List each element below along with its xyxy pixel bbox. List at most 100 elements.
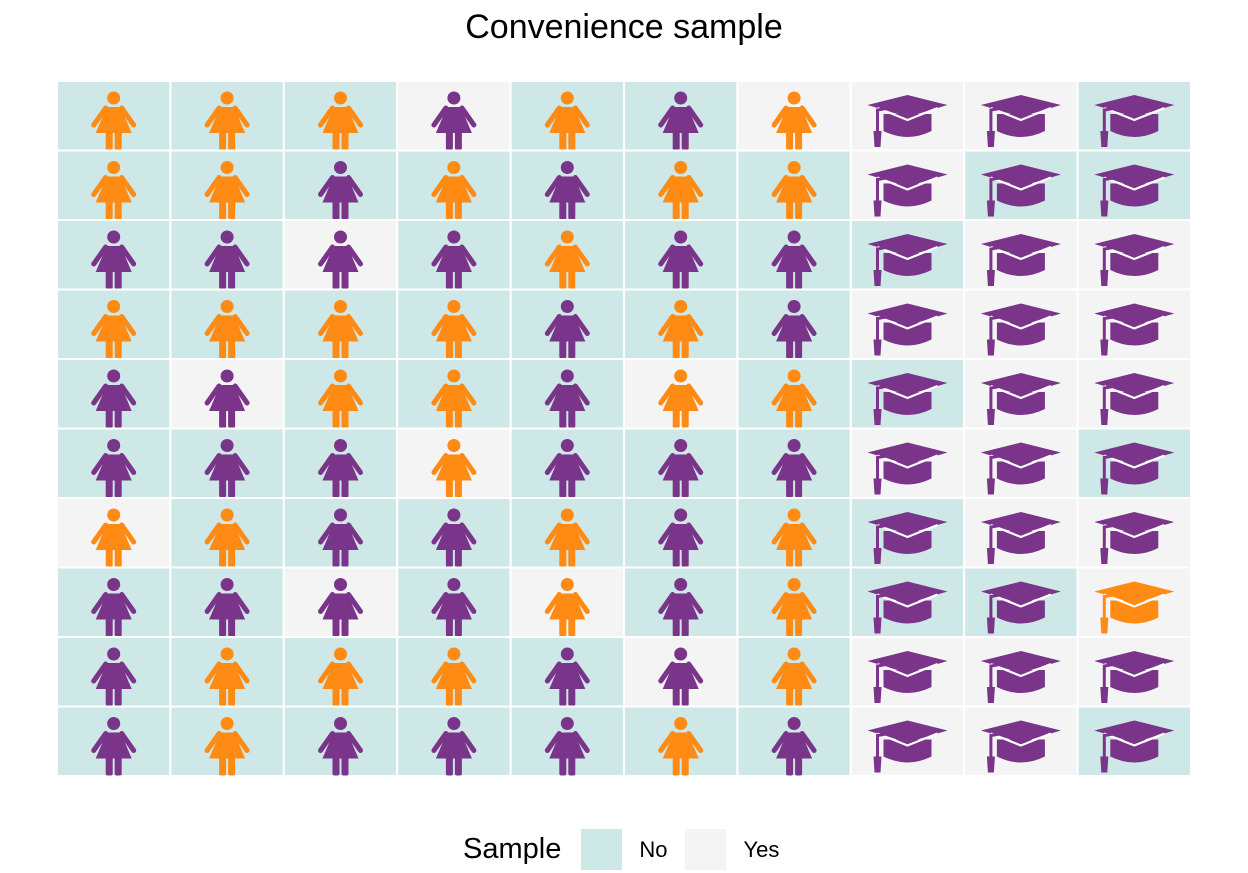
person-icon (204, 91, 250, 150)
person-icon (771, 439, 817, 498)
person-icon (658, 508, 704, 567)
grid-cell (396, 705, 512, 777)
grid-cell (396, 358, 512, 430)
grid-cell (509, 149, 626, 221)
grid-cell (509, 219, 626, 291)
graduation-cap-icon (867, 720, 948, 773)
grid-cell (509, 427, 626, 499)
person-icon (771, 300, 817, 359)
person-icon (204, 508, 250, 567)
grid-cell (736, 636, 852, 708)
person-icon (318, 508, 363, 567)
grid-cell (1076, 566, 1192, 638)
graduation-cap-icon (867, 581, 948, 634)
person-icon (771, 161, 817, 220)
grid-cell (963, 219, 1079, 291)
grid-cell (849, 149, 966, 221)
person-icon (431, 91, 477, 150)
grid-cell (56, 497, 172, 569)
chart-title: Convenience sample (465, 8, 783, 46)
graduation-cap-icon (867, 234, 948, 286)
grid-cell (282, 80, 399, 152)
person-icon (318, 369, 363, 428)
person-icon (544, 647, 590, 706)
grid-cell (736, 566, 852, 638)
graduation-cap-icon (980, 164, 1061, 217)
person-icon (431, 508, 477, 567)
grid-cell (623, 497, 739, 569)
person-icon (91, 161, 137, 220)
person-icon (91, 91, 137, 150)
person-icon (658, 369, 704, 428)
grid-cell (963, 497, 1079, 569)
person-icon (91, 508, 137, 567)
person-icon (431, 439, 477, 498)
grid-cell (1076, 149, 1192, 221)
person-icon (431, 300, 477, 359)
graduation-cap-icon (1094, 512, 1175, 564)
person-icon (204, 647, 250, 706)
graduation-cap-icon (867, 303, 948, 356)
person-icon (431, 230, 477, 289)
grid-cell (396, 497, 512, 569)
grid-cell (1076, 427, 1192, 499)
legend-key-yes (685, 829, 727, 870)
person-icon (771, 230, 817, 289)
person-icon (318, 230, 363, 289)
person-icon (91, 717, 137, 776)
person-icon (544, 230, 590, 289)
person-icon (658, 161, 704, 220)
graduation-cap-icon (980, 442, 1061, 495)
grid-cell (282, 149, 399, 221)
grid-cell (509, 566, 626, 638)
person-icon (318, 439, 363, 498)
person-icon (544, 578, 590, 637)
graduation-cap-icon (980, 234, 1061, 286)
person-icon (771, 91, 817, 150)
graduation-cap-icon (980, 373, 1061, 425)
grid-cell (396, 427, 512, 499)
person-icon (204, 300, 250, 359)
person-icon (431, 647, 477, 706)
grid-cell (1076, 497, 1192, 569)
legend-label-no: No (639, 836, 668, 862)
grid-cell (169, 636, 285, 708)
person-icon (658, 91, 704, 150)
graduation-cap-icon (1094, 95, 1175, 147)
person-icon (204, 717, 250, 776)
person-icon (318, 717, 363, 776)
graduation-cap-icon (980, 651, 1061, 703)
graduation-cap-icon (980, 720, 1061, 773)
grid-cell (169, 427, 285, 499)
grid-cell (56, 427, 172, 499)
person-icon (544, 161, 590, 220)
grid-cell (849, 80, 966, 152)
person-icon (91, 369, 137, 428)
grid-cell (1076, 636, 1192, 708)
graduation-cap-icon (1094, 651, 1175, 703)
grid-cell (849, 358, 966, 430)
person-icon (658, 230, 704, 289)
grid-cell (1076, 705, 1192, 777)
grid-cell (169, 497, 285, 569)
grid-cell (849, 566, 966, 638)
grid-cell (282, 705, 399, 777)
graduation-cap-icon (867, 651, 948, 703)
grid-cell (396, 80, 512, 152)
person-icon (771, 369, 817, 428)
grid-cell (56, 566, 172, 638)
grid-cell (623, 636, 739, 708)
graduation-cap-icon (867, 164, 948, 217)
grid-cell (736, 80, 852, 152)
grid-cell (963, 149, 1079, 221)
person-icon (658, 300, 704, 359)
grid-cell (282, 219, 399, 291)
graduation-cap-icon (867, 95, 948, 147)
grid-cell (623, 358, 739, 430)
person-icon (544, 369, 590, 428)
grid-cell (623, 219, 739, 291)
grid-cell (849, 288, 966, 360)
person-icon (658, 578, 704, 637)
grid-cell (623, 427, 739, 499)
